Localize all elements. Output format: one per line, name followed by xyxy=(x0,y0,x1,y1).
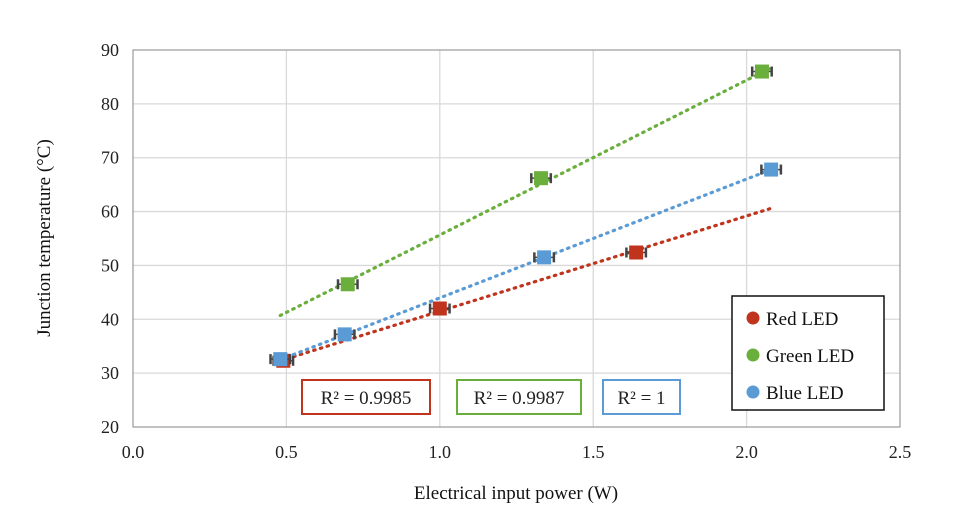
data-point xyxy=(625,245,648,260)
y-tick-label: 30 xyxy=(101,363,119,383)
x-tick-label: 2.0 xyxy=(735,442,758,462)
data-point xyxy=(760,162,783,177)
r2-box xyxy=(301,379,431,415)
y-tick-label: 20 xyxy=(101,417,119,437)
data-point xyxy=(428,301,451,316)
r2-box xyxy=(602,379,681,415)
plot-area-border xyxy=(132,49,901,428)
y-tick-label: 70 xyxy=(101,148,119,168)
data-point xyxy=(333,327,356,342)
trendlines xyxy=(278,66,773,363)
x-tick-label: 1.0 xyxy=(429,442,452,462)
x-axis-label: Electrical input power (W) xyxy=(414,483,618,504)
legend-entry: Blue LED xyxy=(766,383,844,404)
data-point xyxy=(269,352,292,367)
x-tick-label: 2.5 xyxy=(889,442,912,462)
x-tick-label: 0.5 xyxy=(275,442,298,462)
data-point xyxy=(533,250,556,265)
legend-marker xyxy=(746,311,760,325)
y-tick-label: 40 xyxy=(101,309,119,329)
data-points xyxy=(269,64,783,368)
x-tick-label: 1.5 xyxy=(582,442,605,462)
y-tick-label: 60 xyxy=(101,202,119,222)
legend-marker xyxy=(746,348,760,362)
y-tick-label: 90 xyxy=(101,40,119,60)
r2-box xyxy=(456,379,582,415)
y-tick-label: 50 xyxy=(101,255,119,275)
legend-marker xyxy=(746,385,760,399)
x-tick-label: 0.0 xyxy=(122,442,145,462)
data-point xyxy=(750,64,773,79)
legend-entry: Red LED xyxy=(766,309,838,330)
tick-labels: 0.0 0.5 1.0 1.5 2.0 2.5 20 30 40 50 60 70 80 90 xyxy=(101,40,911,462)
r2-label: R² = 1 xyxy=(617,388,665,409)
r2-label: R² = 0.9987 xyxy=(474,388,565,409)
y-tick-label: 80 xyxy=(101,94,119,114)
y-axis-label: Junction temperature (°C) xyxy=(34,139,55,337)
legend-entry: Green LED xyxy=(766,346,854,367)
r2-label: R² = 0.9985 xyxy=(321,388,412,409)
data-point xyxy=(336,277,359,292)
gridlines xyxy=(133,50,900,427)
legend: Red LED Green LED Blue LED xyxy=(731,295,885,411)
data-point xyxy=(530,171,553,186)
r-squared-labels: R² = 0.9985 R² = 0.9987 R² = 1 xyxy=(301,379,681,415)
trendline-red-led xyxy=(278,206,773,363)
trendline-green-led xyxy=(278,66,773,318)
